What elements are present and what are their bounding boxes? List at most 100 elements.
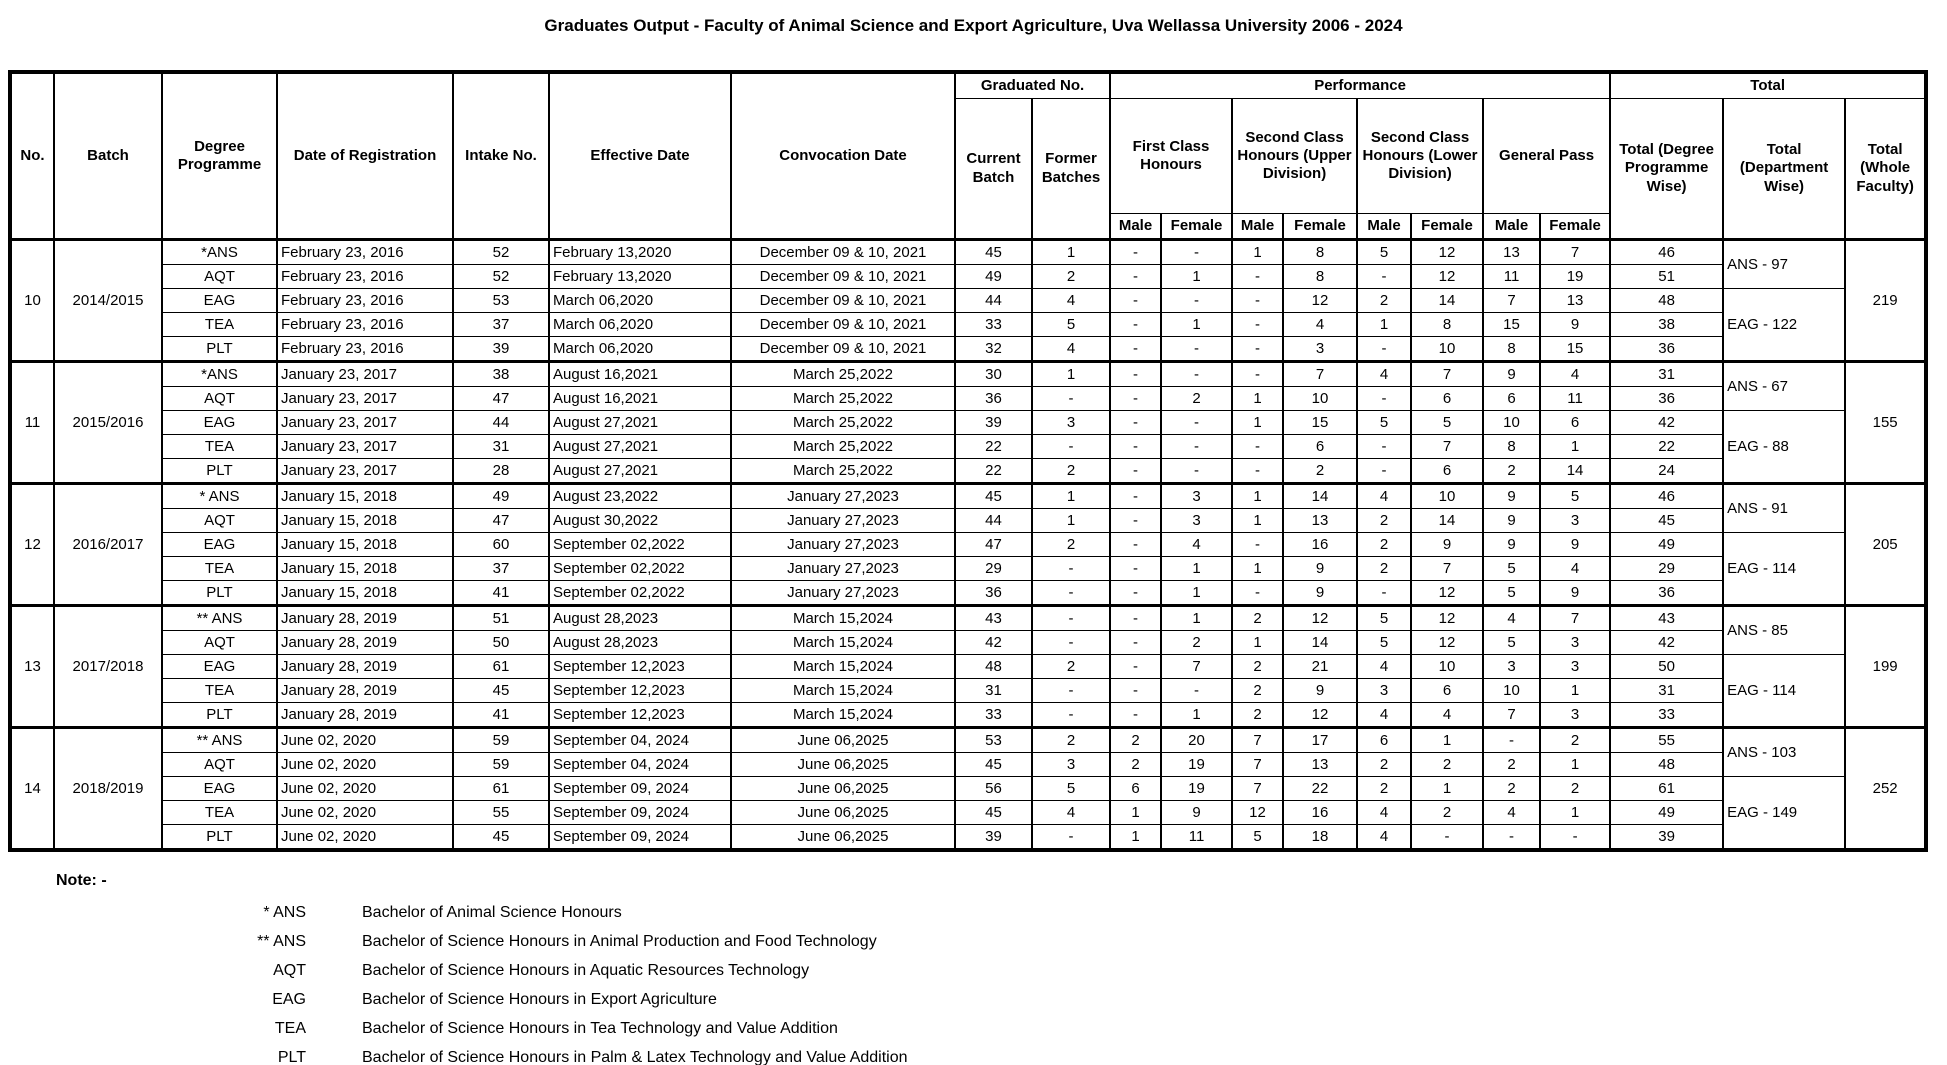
cell-general-pass-male: 7 [1482, 702, 1542, 728]
cell-former-batches: 5 [1030, 776, 1112, 801]
cell-former-batches: 1 [1030, 482, 1112, 509]
cell-second-lower-female: 14 [1410, 508, 1485, 533]
cell-convocation-date: March 25,2022 [730, 434, 956, 459]
cell-former-batches: 3 [1030, 410, 1112, 435]
cell-second-lower-female: - [1410, 824, 1485, 851]
cell-general-pass-female: 9 [1539, 312, 1612, 337]
header-total: Total [1609, 71, 1928, 99]
cell-former-batches: 2 [1030, 458, 1112, 484]
cell-second-lower-female: 14 [1410, 288, 1485, 313]
cell-degree-programme: TEA [161, 800, 278, 825]
cell-first-class-female: 7 [1160, 654, 1234, 679]
table-row: AQT June 02, 2020 59 September 04, 2024 June… [10, 752, 1926, 777]
cell-second-upper-male: 1 [1231, 508, 1285, 533]
cell-current-batch: 32 [954, 336, 1033, 362]
cell-general-pass-female: 2 [1539, 776, 1612, 801]
cell-first-class-female: - [1160, 434, 1234, 459]
cell-second-upper-female: 12 [1282, 288, 1359, 313]
cell-degree-programme: EAG [161, 776, 278, 801]
cell-second-lower-female: 7 [1410, 434, 1485, 459]
cell-intake-no: 55 [452, 800, 550, 825]
cell-current-batch: 45 [954, 800, 1033, 825]
cell-former-batches: - [1030, 604, 1112, 631]
cell-second-lower-male: - [1356, 434, 1413, 459]
note-code: EAG [272, 991, 306, 1008]
cell-convocation-date: January 27,2023 [730, 580, 956, 606]
cell-former-batches: 3 [1030, 752, 1112, 777]
cell-second-lower-male: 4 [1356, 360, 1413, 387]
cell-second-upper-male: - [1231, 580, 1285, 606]
cell-general-pass-male: 8 [1482, 434, 1542, 459]
cell-second-upper-female: 12 [1282, 702, 1359, 728]
cell-former-batches: - [1030, 678, 1112, 703]
header-second-lower-male: Male [1356, 213, 1413, 241]
cell-second-upper-male: 2 [1231, 654, 1285, 679]
cell-second-upper-male: 1 [1231, 410, 1285, 435]
cell-degree-programme: PLT [161, 336, 278, 362]
cell-current-batch: 30 [954, 360, 1033, 387]
cell-convocation-date: June 06,2025 [730, 824, 956, 851]
cell-convocation-date: June 06,2025 [730, 726, 956, 753]
cell-convocation-date: December 09 & 10, 2021 [730, 288, 956, 313]
cell-convocation-date: December 09 & 10, 2021 [730, 264, 956, 289]
cell-current-batch: 39 [954, 824, 1033, 851]
cell-total-degree-programme: 36 [1609, 386, 1725, 411]
cell-former-batches: 1 [1030, 508, 1112, 533]
note-section: Note: - * ANS Bachelor of Animal Science … [56, 872, 908, 1065]
cell-current-batch: 39 [954, 410, 1033, 435]
cell-intake-no: 38 [452, 360, 550, 387]
cell-current-batch: 42 [954, 630, 1033, 655]
cell-date-of-registration: January 28, 2019 [276, 654, 454, 679]
cell-intake-no: 49 [452, 482, 550, 509]
cell-total-department: EAG - 114 [1722, 532, 1847, 606]
table-row: EAG June 02, 2020 61 September 09, 2024 June… [10, 776, 1926, 851]
cell-effective-date: September 09, 2024 [548, 800, 732, 825]
cell-degree-programme: EAG [161, 532, 278, 557]
cell-general-pass-female: 9 [1539, 580, 1612, 606]
cell-former-batches: 1 [1030, 238, 1112, 265]
cell-general-pass-male: 5 [1482, 630, 1542, 655]
cell-first-class-female: 1 [1160, 604, 1234, 631]
cell-effective-date: September 02,2022 [548, 556, 732, 581]
cell-second-lower-female: 1 [1410, 726, 1485, 753]
header-first-class-honours: First Class Honours [1109, 98, 1234, 214]
note-code: TEA [274, 1020, 306, 1037]
cell-first-class-female: 20 [1160, 726, 1234, 753]
cell-second-upper-female: 2 [1282, 458, 1359, 484]
cell-date-of-registration: June 02, 2020 [276, 800, 454, 825]
cell-total-degree-programme: 36 [1609, 580, 1725, 606]
cell-second-upper-female: 7 [1282, 360, 1359, 387]
cell-effective-date: August 28,2023 [548, 604, 732, 631]
cell-first-class-male: - [1109, 434, 1163, 459]
cell-second-lower-female: 7 [1410, 360, 1485, 387]
cell-second-upper-male: - [1231, 312, 1285, 337]
cell-first-class-male: - [1109, 360, 1163, 387]
table-row: 13 2017/2018 ** ANS January 28, 2019 51 Augus… [9, 604, 1928, 728]
cell-convocation-date: January 27,2023 [730, 532, 956, 557]
cell-intake-no: 52 [452, 238, 550, 265]
table-row: TEA June 02, 2020 55 September 09, 2024 June… [10, 800, 1926, 825]
cell-second-lower-male: 4 [1356, 824, 1413, 851]
cell-second-upper-male: 12 [1231, 800, 1285, 825]
cell-general-pass-male: 6 [1482, 386, 1542, 411]
header-convocation-date: Convocation Date [730, 71, 956, 240]
header-first-class-male: Male [1109, 213, 1163, 241]
cell-effective-date: March 06,2020 [548, 336, 732, 362]
cell-effective-date: August 16,2021 [548, 386, 732, 411]
header-main-row: Current Batch Former Batches First Class… [10, 98, 1928, 240]
header-performance: Performance [1109, 71, 1612, 99]
cell-first-class-female: 11 [1160, 824, 1234, 851]
cell-current-batch: 36 [954, 386, 1033, 411]
cell-total-degree-programme: 39 [1609, 824, 1725, 851]
cell-first-class-female: - [1160, 238, 1234, 265]
cell-former-batches: 2 [1030, 726, 1112, 753]
cell-date-of-registration: February 23, 2016 [276, 264, 454, 289]
header-general-pass: General Pass [1482, 98, 1612, 214]
cell-second-upper-male: 1 [1231, 556, 1285, 581]
cell-first-class-male: - [1109, 630, 1163, 655]
cell-total-degree-programme: 49 [1609, 800, 1725, 825]
cell-second-lower-male: 2 [1356, 288, 1413, 313]
cell-first-class-male: - [1109, 678, 1163, 703]
cell-current-batch: 33 [954, 702, 1033, 728]
note-code: * ANS [263, 904, 306, 921]
